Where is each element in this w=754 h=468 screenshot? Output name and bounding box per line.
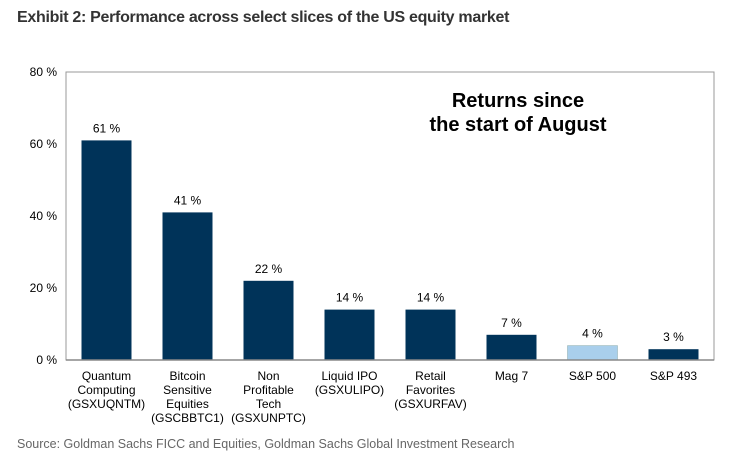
data-label: 41 % [174, 193, 202, 207]
x-tick-label: Favorites [406, 383, 455, 397]
chart-title: Exhibit 2: Performance across select sli… [17, 9, 510, 26]
y-tick-label: 60 % [30, 137, 58, 151]
x-tick-label: Tech [256, 397, 281, 411]
x-tick-label: Liquid IPO [321, 369, 377, 383]
data-label: 61 % [93, 121, 121, 135]
x-tick-label: (GSCBBTC1) [151, 411, 224, 425]
data-label: 14 % [336, 291, 364, 305]
x-tick-label: Sensitive [163, 383, 212, 397]
x-tick-label: Mag 7 [495, 369, 529, 383]
chart-annotation: Returns since [452, 90, 584, 112]
x-tick-label: Bitcoin [169, 369, 205, 383]
x-tick-label: S&P 493 [650, 369, 697, 383]
bar [324, 309, 375, 360]
x-tick-label: (GSXURFAV) [394, 397, 466, 411]
x-tick-label: Equities [166, 397, 209, 411]
source-note: Source: Goldman Sachs FICC and Equities,… [17, 437, 515, 451]
bar [486, 334, 537, 360]
bar [648, 349, 699, 360]
data-label: 22 % [255, 262, 283, 276]
x-tick-label: (GSXUNPTC) [231, 411, 306, 425]
y-tick-label: 0 % [36, 353, 57, 367]
y-tick-label: 20 % [30, 281, 58, 295]
data-label: 3 % [663, 330, 684, 344]
bar [243, 280, 294, 360]
data-label: 7 % [501, 316, 522, 330]
bar [405, 309, 456, 360]
bar [81, 140, 132, 360]
x-tick-label: Retail [415, 369, 446, 383]
bar [567, 345, 618, 361]
y-tick-label: 80 % [30, 65, 58, 79]
y-tick-label: 40 % [30, 209, 58, 223]
x-tick-label: (GSXULIPO) [315, 383, 384, 397]
x-tick-label: Non [257, 369, 279, 383]
x-tick-label: Quantum [82, 369, 131, 383]
x-tick-label: Computing [77, 383, 135, 397]
chart-annotation: the start of August [429, 114, 606, 136]
data-label: 4 % [582, 327, 603, 341]
data-label: 14 % [417, 291, 445, 305]
x-tick-label: (GSXUQNTM) [68, 397, 145, 411]
x-tick-label: Profitable [243, 383, 294, 397]
bar [162, 212, 213, 360]
x-tick-label: S&P 500 [569, 369, 616, 383]
